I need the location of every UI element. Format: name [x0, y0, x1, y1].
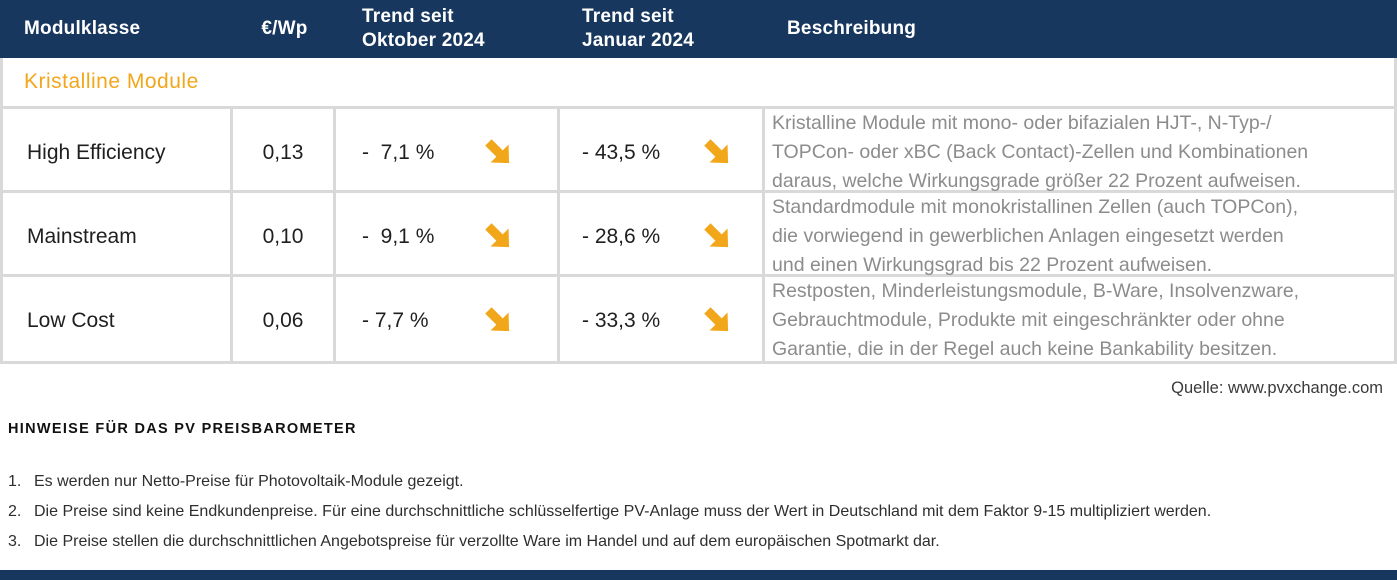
table-row: Mainstream 0,10 - 9,1 % - 28,6 % Standar…: [3, 193, 1394, 280]
table-header-row: Modulklasse €/Wp Trend seit Oktober 2024…: [0, 0, 1397, 58]
list-item-text: Es werden nur Netto-Preise für Photovolt…: [34, 473, 464, 490]
description-text: Standardmodule mit monokristallinen Zell…: [772, 196, 1299, 276]
description-text: Kristalline Module mit mono- oder bifazi…: [772, 112, 1309, 192]
section-row-kristalline-module: Kristalline Module: [3, 58, 1394, 109]
trend-oktober-value: - 9,1 %: [362, 224, 435, 248]
price-value: 0,10: [233, 193, 336, 280]
price-value: 0,06: [233, 277, 336, 364]
module-class-label: High Efficiency: [3, 109, 233, 196]
column-header-trend-oktober: Trend seit Oktober 2024: [362, 6, 485, 51]
trend-oktober-cell: - 7,7 %: [336, 277, 560, 364]
notes-list: 1. Es werden nur Netto-Preise für Photov…: [0, 473, 1397, 551]
trend-oktober-value: - 7,1 %: [362, 140, 435, 164]
list-item-number: 2.: [8, 503, 22, 520]
list-item: 2. Die Preise sind keine Endkundenpreise…: [8, 503, 1397, 521]
notes-title: HINWEISE FÜR DAS PV PREISBAROMETER: [8, 421, 357, 437]
price-value: 0,13: [233, 109, 336, 196]
column-header-modulklasse: Modulklasse: [24, 18, 141, 39]
column-header-trend-januar: Trend seit Januar 2024: [582, 6, 695, 51]
trend-januar-cell: - 33,3 %: [560, 277, 765, 364]
table-body: Kristalline Module High Efficiency 0,13 …: [0, 58, 1397, 364]
module-class-label: Mainstream: [3, 193, 233, 280]
module-class-label: Low Cost: [3, 277, 233, 364]
list-item: 3. Die Preise stellen die durchschnittli…: [8, 533, 1397, 551]
trend-down-arrow-icon: [481, 219, 517, 255]
trend-januar-value: - 33,3 %: [582, 308, 661, 332]
table-row: Low Cost 0,06 - 7,7 % - 33,3 % Restposte…: [3, 277, 1394, 364]
list-item-text: Die Preise stellen die durchschnittliche…: [34, 533, 940, 550]
column-header-beschreibung: Beschreibung: [787, 18, 917, 39]
bottom-divider-bar: [0, 570, 1397, 580]
trend-down-arrow-icon: [700, 303, 736, 339]
trend-oktober-cell: - 7,1 %: [336, 109, 560, 196]
table-row: High Efficiency 0,13 - 7,1 % - 43,5 % Kr…: [3, 109, 1394, 196]
trend-down-arrow-icon: [700, 219, 736, 255]
trend-januar-cell: - 43,5 %: [560, 109, 765, 196]
trend-oktober-value: - 7,7 %: [362, 308, 429, 332]
section-title: Kristalline Module: [24, 70, 199, 93]
trend-oktober-cell: - 9,1 %: [336, 193, 560, 280]
trend-januar-value: - 28,6 %: [582, 224, 661, 248]
list-item-number: 1.: [8, 473, 22, 490]
list-item: 1. Es werden nur Netto-Preise für Photov…: [8, 473, 1397, 491]
description-text: Restposten, Minderleistungsmodule, B-War…: [772, 280, 1300, 360]
trend-down-arrow-icon: [481, 303, 517, 339]
list-item-text: Die Preise sind keine Endkundenpreise. F…: [34, 503, 1212, 520]
trend-down-arrow-icon: [481, 135, 517, 171]
column-header-eur-wp: €/Wp: [261, 18, 308, 39]
trend-januar-cell: - 28,6 %: [560, 193, 765, 280]
trend-down-arrow-icon: [700, 135, 736, 171]
list-item-number: 3.: [8, 533, 22, 550]
trend-januar-value: - 43,5 %: [582, 140, 661, 164]
source-credit: Quelle: www.pvxchange.com: [1171, 379, 1383, 397]
